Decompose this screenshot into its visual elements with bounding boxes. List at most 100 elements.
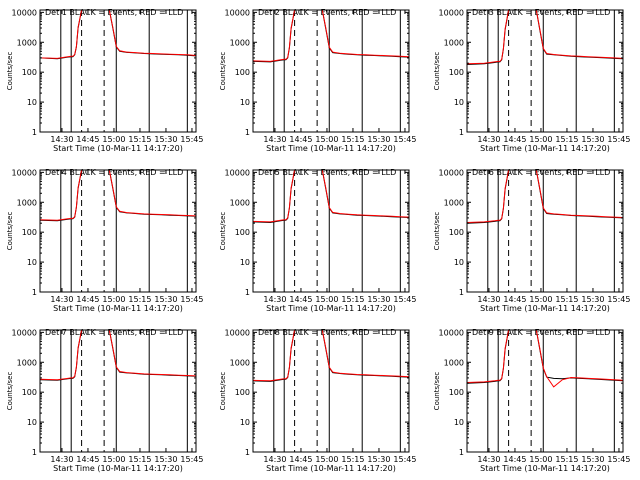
- plot-frame: [466, 9, 624, 133]
- y-tick-label: 1: [32, 448, 37, 457]
- x-tick-label: 15:15: [555, 455, 578, 464]
- y-tick-label: 1: [459, 288, 464, 297]
- x-tick-label: 14:45: [76, 295, 99, 304]
- y-tick-label: 10: [454, 258, 464, 267]
- x-tick-label: 15:30: [154, 135, 177, 144]
- series-lld: [252, 9, 410, 62]
- plot-frame: [39, 9, 197, 133]
- y-axis-label: Counts/sec: [6, 212, 14, 251]
- x-tick-label: 14:30: [477, 135, 500, 144]
- x-tick-label: 15:45: [393, 295, 416, 304]
- x-tick-label: 14:30: [477, 455, 500, 464]
- detector-panel-9: Det 9 BLACK = Events, RED = LLD110100100…: [433, 328, 630, 473]
- plot-frame: [252, 329, 410, 453]
- x-tick-label: 15:00: [315, 455, 338, 464]
- series-lld: [39, 169, 197, 221]
- x-tick-label: 15:30: [154, 295, 177, 304]
- series-events: [252, 329, 410, 382]
- y-tick-label: 1000: [17, 358, 37, 367]
- y-tick-label: 1000: [230, 198, 250, 207]
- detector-panel-4: Det 4 BLACK = Events, RED = LLD110100100…: [6, 168, 203, 313]
- x-tick-label: 15:45: [180, 295, 203, 304]
- y-tick-label: 100: [449, 68, 464, 77]
- x-tick-label: 15:30: [581, 455, 604, 464]
- y-tick-label: 10000: [225, 8, 250, 17]
- x-tick-label: 15:30: [367, 135, 390, 144]
- y-tick-label: 10: [240, 98, 250, 107]
- x-tick-label: 14:30: [50, 455, 73, 464]
- x-tick-label: 14:30: [477, 295, 500, 304]
- x-tick-label: 15:00: [315, 295, 338, 304]
- x-tick-label: 14:45: [503, 455, 526, 464]
- y-tick-label: 100: [22, 388, 37, 397]
- y-tick-label: 1000: [444, 358, 464, 367]
- x-tick-label: 15:45: [393, 455, 416, 464]
- y-tick-label: 10000: [439, 168, 464, 177]
- y-axis-label: Counts/sec: [219, 52, 227, 91]
- x-tick-label: 14:30: [263, 455, 286, 464]
- y-tick-label: 10: [27, 418, 37, 427]
- y-tick-label: 10: [27, 98, 37, 107]
- x-tick-label: 15:00: [315, 135, 338, 144]
- x-tick-label: 15:45: [393, 135, 416, 144]
- detector-panel-1: Det 1 BLACK = Events, RED = LLD110100100…: [6, 8, 203, 153]
- plot-frame: [252, 9, 410, 133]
- y-axis-label: Counts/sec: [433, 212, 441, 251]
- y-tick-label: 10: [27, 258, 37, 267]
- series-lld: [466, 329, 624, 388]
- x-tick-label: 14:30: [50, 135, 73, 144]
- x-tick-label: 15:00: [529, 295, 552, 304]
- x-tick-label: 15:15: [128, 455, 151, 464]
- x-tick-label: 15:00: [529, 455, 552, 464]
- y-tick-label: 100: [449, 388, 464, 397]
- y-tick-label: 10: [454, 98, 464, 107]
- y-tick-label: 100: [235, 388, 250, 397]
- x-tick-label: 15:15: [341, 295, 364, 304]
- x-axis-label: Start Time (10-Mar-11 14:17:20): [266, 304, 396, 313]
- series-lld: [39, 329, 197, 381]
- series-lld: [466, 169, 624, 223]
- detector-panel-6: Det 6 BLACK = Events, RED = LLD110100100…: [433, 168, 630, 313]
- x-tick-label: 14:45: [503, 295, 526, 304]
- x-axis-label: Start Time (10-Mar-11 14:17:20): [266, 144, 396, 153]
- y-tick-label: 100: [22, 228, 37, 237]
- x-tick-label: 15:15: [341, 455, 364, 464]
- series-events: [39, 169, 197, 222]
- x-tick-label: 15:30: [581, 295, 604, 304]
- y-tick-label: 1: [32, 128, 37, 137]
- x-tick-label: 14:30: [263, 135, 286, 144]
- y-tick-label: 10000: [439, 328, 464, 337]
- series-events: [466, 329, 624, 384]
- x-tick-label: 15:15: [128, 295, 151, 304]
- x-tick-label: 15:30: [581, 135, 604, 144]
- y-tick-label: 10: [240, 258, 250, 267]
- y-tick-label: 10000: [12, 8, 37, 17]
- x-tick-label: 15:00: [102, 455, 125, 464]
- y-tick-label: 1: [459, 448, 464, 457]
- plot-frame: [39, 169, 197, 293]
- x-tick-label: 15:00: [529, 135, 552, 144]
- series-events: [39, 9, 197, 60]
- series-events: [252, 9, 410, 63]
- series-events: [39, 329, 197, 381]
- x-tick-label: 15:30: [154, 455, 177, 464]
- y-tick-label: 10000: [225, 328, 250, 337]
- y-tick-label: 10000: [12, 168, 37, 177]
- x-tick-label: 15:15: [555, 295, 578, 304]
- series-lld: [252, 169, 410, 223]
- x-tick-label: 15:30: [367, 455, 390, 464]
- series-lld: [466, 9, 624, 65]
- y-tick-label: 1: [245, 448, 250, 457]
- x-tick-label: 14:30: [263, 295, 286, 304]
- detector-panel-7: Det 7 BLACK = Events, RED = LLD110100100…: [6, 328, 203, 473]
- x-tick-label: 15:45: [607, 135, 630, 144]
- detector-panel-3: Det 3 BLACK = Events, RED = LLD110100100…: [433, 8, 630, 153]
- x-tick-label: 15:00: [102, 295, 125, 304]
- x-tick-label: 14:45: [289, 135, 312, 144]
- x-tick-label: 14:30: [50, 295, 73, 304]
- y-tick-label: 10: [454, 418, 464, 427]
- y-tick-label: 10000: [225, 168, 250, 177]
- y-tick-label: 1: [245, 288, 250, 297]
- x-axis-label: Start Time (10-Mar-11 14:17:20): [53, 144, 183, 153]
